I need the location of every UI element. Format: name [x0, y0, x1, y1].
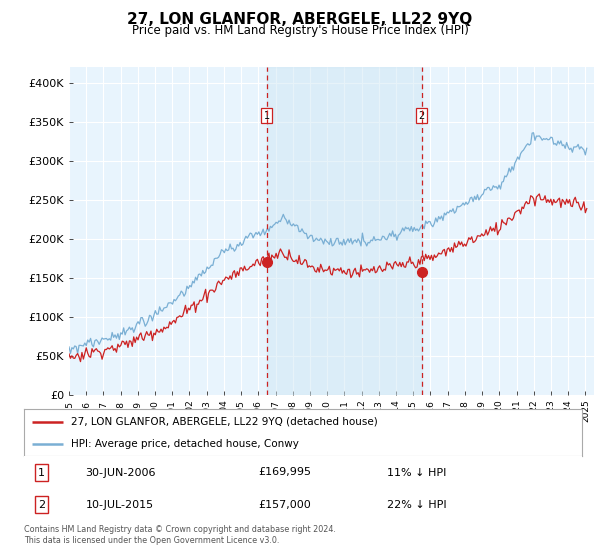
Text: 30-JUN-2006: 30-JUN-2006 — [85, 468, 156, 478]
Text: 22% ↓ HPI: 22% ↓ HPI — [387, 500, 446, 510]
Text: 11% ↓ HPI: 11% ↓ HPI — [387, 468, 446, 478]
Text: 10-JUL-2015: 10-JUL-2015 — [85, 500, 154, 510]
Bar — [267, 67, 422, 395]
Text: £157,000: £157,000 — [259, 500, 311, 510]
Text: 27, LON GLANFOR, ABERGELE, LL22 9YQ (detached house): 27, LON GLANFOR, ABERGELE, LL22 9YQ (det… — [71, 417, 378, 427]
Text: Contains HM Land Registry data © Crown copyright and database right 2024.
This d: Contains HM Land Registry data © Crown c… — [24, 525, 336, 545]
Text: £169,995: £169,995 — [259, 468, 311, 478]
Text: 2: 2 — [38, 500, 45, 510]
Text: 1: 1 — [264, 110, 270, 120]
Text: Price paid vs. HM Land Registry's House Price Index (HPI): Price paid vs. HM Land Registry's House … — [131, 24, 469, 37]
Text: HPI: Average price, detached house, Conwy: HPI: Average price, detached house, Conw… — [71, 438, 299, 449]
Text: 1: 1 — [38, 468, 45, 478]
Text: 27, LON GLANFOR, ABERGELE, LL22 9YQ: 27, LON GLANFOR, ABERGELE, LL22 9YQ — [127, 12, 473, 27]
Text: 2: 2 — [419, 110, 425, 120]
